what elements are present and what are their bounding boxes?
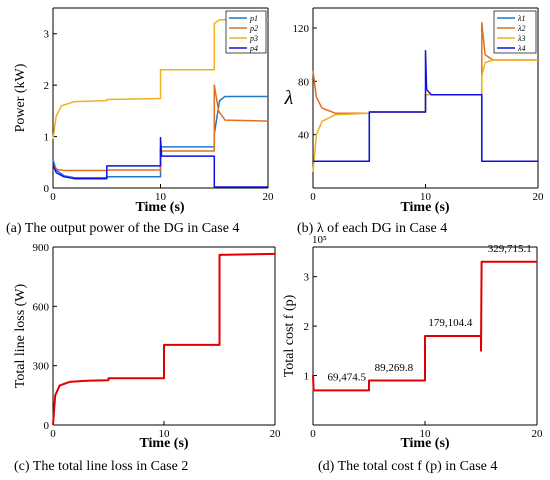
y-tick-label: 900	[33, 242, 50, 254]
cost-annotation: 89,269.8	[375, 362, 414, 374]
cost-annotation: 179,104.4	[428, 317, 473, 329]
cost-annotation: 329,715.1	[488, 243, 532, 255]
y-tick-label: 3	[44, 29, 50, 41]
y-tick-label: 80	[298, 76, 310, 88]
series-line	[52, 252, 276, 426]
caption-c: (c) The total line loss in Case 2	[14, 459, 188, 474]
y-tick-label: 40	[298, 130, 310, 142]
x-axis-label-a: Time (s)	[135, 200, 184, 215]
y-tick-label: 600	[33, 301, 50, 313]
x-axis-label-c: Time (s)	[139, 436, 188, 451]
series-line-p1	[52, 95, 268, 179]
series-line	[312, 260, 537, 392]
x-tick-label: 0	[50, 428, 56, 440]
x-tick-label: 10	[159, 428, 171, 440]
legend-label: p2	[249, 24, 258, 33]
y-tick-label: 2	[304, 321, 310, 333]
x-tick-label: 10	[420, 191, 432, 203]
x-tick-label: 0	[50, 191, 56, 203]
y-exponent-d: 10⁵	[312, 234, 327, 246]
x-tick-label: 20	[532, 428, 544, 440]
y-axis-label-d: Total cost f (p)	[282, 294, 297, 377]
y-tick-label: 0	[44, 420, 50, 432]
x-tick-label: 0	[310, 191, 316, 203]
legend-label: λ2	[517, 24, 525, 33]
caption-b: (b) λ of each DG in Case 4	[297, 221, 447, 236]
panel-c: 0 10 20 0 300 600 900 Time (s) Total line loss…	[13, 242, 281, 474]
y-tick-label: 1	[44, 132, 50, 144]
x-tick-label: 0	[310, 428, 316, 440]
x-axis-label-d: Time (s)	[400, 436, 449, 451]
x-tick-label: 20	[263, 191, 275, 203]
y-axis-label-a: Power (kW)	[13, 63, 28, 132]
series-line-p3	[52, 19, 268, 140]
x-axis-label-b: Time (s)	[400, 200, 449, 215]
y-tick-label: 0	[44, 183, 50, 195]
y-tick-label: 2	[44, 80, 50, 92]
legend-label: λ1	[517, 14, 525, 23]
y-tick-label: 120	[293, 23, 310, 35]
legend-label: p3	[249, 34, 258, 43]
y-tick-label: 300	[33, 361, 50, 373]
y-axis-label-c: Total line loss (W)	[13, 283, 28, 388]
x-tick-label: 10	[155, 191, 167, 203]
panel-d: 10⁵ 0 10 20 1 2 3 69,474.5 89,269.8 179,104.4 32…	[282, 234, 543, 474]
x-tick-label: 20	[270, 428, 282, 440]
y-axis-label-b: λ	[284, 87, 294, 109]
x-tick-label: 20	[533, 191, 545, 203]
caption-a: (a) The output power of the DG in Case 4	[6, 221, 239, 236]
y-tick-label: 1	[304, 371, 310, 383]
series-line-λ4	[313, 49, 538, 163]
legend-label: p1	[249, 14, 258, 23]
series-line-p4	[52, 136, 268, 188]
legend-label: λ4	[517, 44, 525, 53]
y-tick-label: 3	[304, 272, 310, 284]
legend-label: λ3	[517, 34, 525, 43]
caption-d: (d) The total cost f (p) in Case 4	[318, 459, 497, 474]
x-tick-label: 10	[420, 428, 432, 440]
cost-annotation: 69,474.5	[328, 372, 367, 384]
legend-label: p4	[249, 44, 258, 53]
